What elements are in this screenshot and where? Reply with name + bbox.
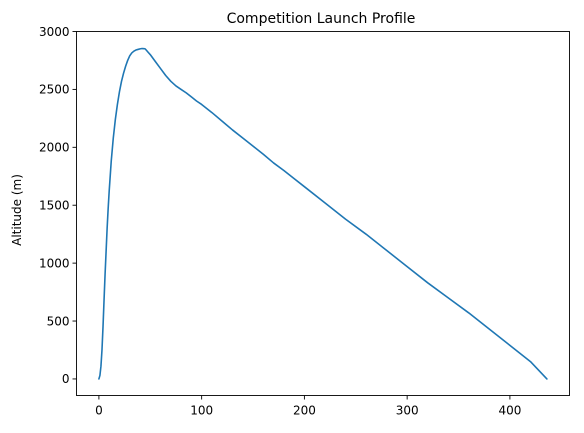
y-tick-label: 1000 [39, 256, 70, 270]
y-tick-label: 3000 [39, 25, 70, 39]
x-tick-label: 200 [293, 404, 316, 418]
x-tick-label: 0 [95, 404, 103, 418]
y-axis-label: Altitude (m) [10, 174, 24, 246]
y-tick-label: 500 [47, 314, 70, 328]
series-layer [98, 47, 548, 380]
y-tick-label: 1500 [39, 199, 70, 213]
y-tick-label: 2000 [39, 141, 70, 155]
chart-title: Competition Launch Profile [227, 11, 416, 27]
x-tick-label: 400 [498, 404, 521, 418]
series-line-0 [98, 47, 548, 380]
plot-frame [76, 31, 570, 396]
y-axis-ticks: 0 500 1000 1500 2000 2500 3000 [39, 25, 77, 386]
x-tick-label: 300 [396, 404, 419, 418]
y-tick-label: 2500 [39, 83, 70, 97]
x-axis-ticks: 0 100 200 300 400 [95, 395, 521, 418]
x-tick-label: 100 [190, 404, 213, 418]
y-tick-label: 0 [62, 372, 70, 386]
